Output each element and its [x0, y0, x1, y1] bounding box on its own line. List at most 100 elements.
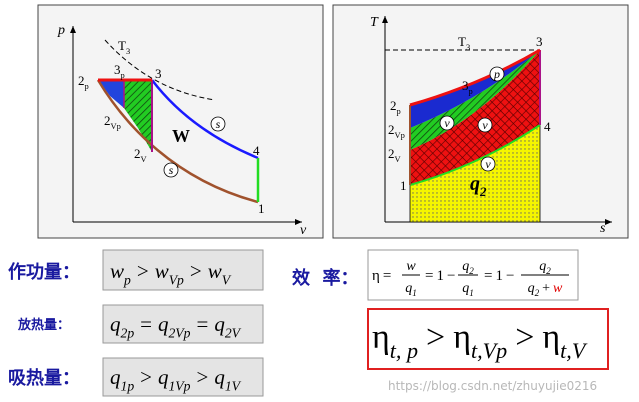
point-label: 3	[536, 34, 543, 49]
formula-sub: 1	[412, 288, 417, 298]
label: 放热量：	[17, 317, 70, 333]
label: 吸热量：	[8, 367, 80, 389]
marker-text: s	[169, 163, 174, 177]
formula-symbol: q	[405, 281, 412, 296]
marker-circle	[210, 116, 226, 132]
marker-text: v	[444, 116, 450, 130]
label-text: 3	[114, 62, 121, 77]
label-text: 2	[388, 122, 395, 137]
label-text: T	[118, 38, 126, 53]
point-label: 2Vp	[104, 113, 121, 131]
formula-sub: t,V	[560, 338, 588, 363]
formula-sub: p	[123, 272, 131, 287]
formula: q2	[462, 259, 474, 276]
label-text: 2	[388, 146, 395, 161]
formula-sub: t, p	[390, 338, 418, 363]
watermark: https://blog.csdn.net/zhuyujie0216	[388, 379, 597, 393]
label-sub: p	[121, 70, 125, 80]
region	[410, 50, 540, 185]
point-label: 3p	[114, 62, 125, 80]
formula-symbol: >	[137, 259, 149, 283]
point-label: 4	[544, 119, 551, 134]
marker-text: v	[485, 157, 491, 171]
formula: η =	[372, 268, 391, 284]
formula-symbol: q	[214, 312, 225, 336]
formula-symbol: =	[140, 312, 152, 336]
formula-symbol: +	[542, 281, 550, 296]
label-text: 2	[104, 113, 111, 128]
formula-symbol: η	[372, 319, 390, 356]
formula: q1	[405, 281, 417, 298]
label-sub: V	[395, 154, 401, 164]
label-text: 1	[258, 201, 265, 216]
label-sub: 2	[479, 184, 487, 199]
label: 作功量：	[8, 261, 80, 283]
curve	[409, 48, 541, 107]
label-text: W	[172, 126, 190, 146]
formula-symbol: w	[155, 259, 169, 283]
formula-sub: V	[222, 272, 232, 287]
panel	[37, 4, 324, 239]
label-sub: Vp	[111, 121, 121, 131]
axis-label: s	[600, 221, 606, 236]
point-label: T3	[118, 38, 130, 56]
formula: q2	[539, 259, 551, 276]
label-sub: p	[85, 81, 89, 91]
formula-symbol: q	[110, 312, 121, 336]
point-label: 4	[253, 143, 260, 158]
point-label: 2Vp	[388, 122, 405, 140]
curve	[96, 79, 259, 204]
axis-label: p	[57, 23, 65, 38]
point-label: 3	[155, 66, 162, 81]
point-label: 2p	[390, 98, 401, 116]
isotherm	[104, 39, 216, 101]
formula-sub: t,Vp	[471, 338, 507, 363]
formula-symbol: w	[110, 259, 124, 283]
marker-circle	[163, 162, 179, 178]
label-text: 3	[536, 34, 543, 49]
formula: ηt, p > ηt,Vp > ηt,V	[372, 319, 588, 363]
formula: w	[406, 259, 416, 274]
formula-sub: 1	[469, 288, 474, 298]
label-sub: 3	[126, 46, 130, 56]
point-label: 2V	[134, 146, 147, 164]
formula: q2 + w	[528, 281, 563, 298]
formula-symbol: =	[196, 312, 208, 336]
formula: q1p > q1Vp > q1V	[110, 365, 242, 393]
point-label: q2	[470, 173, 487, 199]
point-label: 2V	[388, 146, 401, 164]
formula-sub: Vp	[169, 272, 184, 287]
formula: = 1−	[484, 268, 514, 284]
formula-symbol: >	[515, 319, 534, 356]
formula-symbol: >	[190, 259, 202, 283]
formula: q1	[462, 281, 474, 298]
formula-symbol: −	[447, 268, 455, 284]
formula-box	[102, 357, 264, 397]
formula-sub: 1p	[121, 378, 135, 393]
point-label: W	[172, 126, 190, 146]
formula-box	[102, 249, 264, 291]
formula-symbol: =	[383, 268, 391, 284]
label-sub: 3	[466, 42, 470, 52]
label-text: 2	[390, 98, 397, 113]
point-label: 3p	[462, 78, 473, 96]
formula-symbol: 1	[436, 268, 444, 284]
region	[410, 50, 540, 128]
formula-symbol: w	[406, 259, 416, 274]
formula-symbol: q	[462, 259, 469, 274]
marker-text: p	[493, 67, 500, 81]
formula-symbol: η	[372, 268, 380, 284]
formula-sub: 2	[535, 288, 540, 298]
marker-circle	[480, 156, 496, 172]
label-text: 1	[400, 178, 407, 193]
label-sub: p	[397, 106, 401, 116]
formula-sub: 2V	[225, 325, 242, 340]
point-label: 1	[400, 178, 407, 193]
curve	[151, 79, 259, 160]
formula-symbol: q	[462, 281, 469, 296]
region	[124, 80, 152, 152]
axis-label: T	[370, 15, 379, 30]
label-text: q	[470, 173, 480, 195]
formula-symbol: w	[553, 281, 563, 296]
